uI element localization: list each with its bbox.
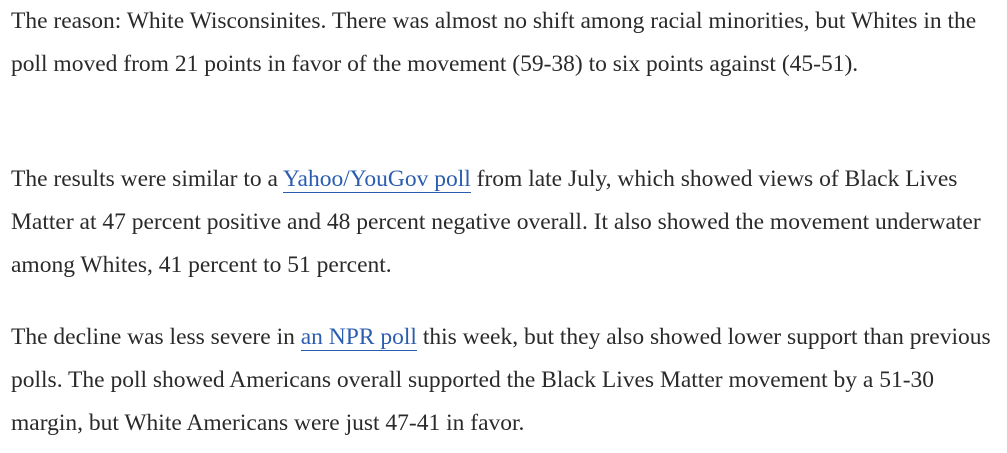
yahoo-yougov-poll-link[interactable]: Yahoo/YouGov poll — [282, 166, 471, 193]
npr-poll-link[interactable]: an NPR poll — [300, 324, 417, 351]
paragraph-text-after-link: this week, but they also showed lower su… — [11, 324, 991, 436]
paragraph-text-before-link: The results were similar to a — [11, 166, 283, 192]
paragraph-text-before-link: The decline was less severe in — [11, 324, 301, 350]
paragraph-text: The reason: White Wisconsinites. There w… — [11, 8, 977, 77]
paragraph-npr-poll: The decline was less severe in an NPR po… — [11, 316, 1001, 445]
paragraph-text-after-link: from late July, which showed views of Bl… — [11, 166, 981, 278]
paragraph-yahoo-yougov: The results were similar to a Yahoo/YouG… — [11, 158, 1001, 287]
paragraph-white-wisconsinites: The reason: White Wisconsinites. There w… — [11, 0, 1001, 86]
